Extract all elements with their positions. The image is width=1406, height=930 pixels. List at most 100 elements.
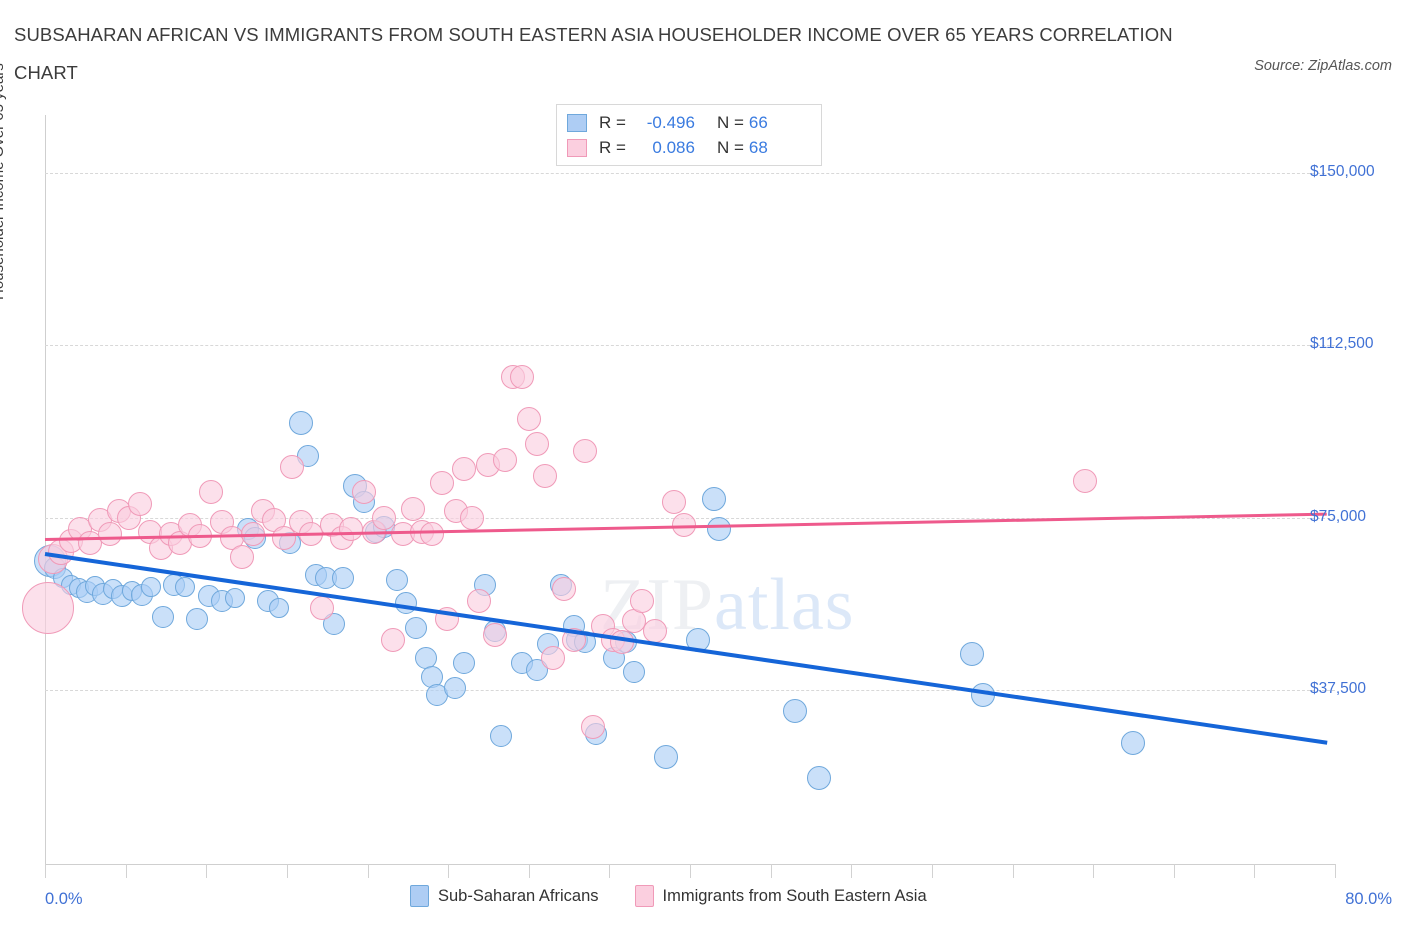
scatter-point[interactable] xyxy=(128,491,153,516)
scatter-point[interactable] xyxy=(352,480,377,505)
scatter-point[interactable] xyxy=(151,605,174,628)
plot-area: ZIPatlas xyxy=(22,115,1335,863)
scatter-point[interactable] xyxy=(573,439,598,464)
x-axis-tick xyxy=(1335,864,1336,878)
scatter-point[interactable] xyxy=(175,576,196,597)
scatter-point[interactable] xyxy=(960,641,985,666)
scatter-point[interactable] xyxy=(279,455,304,480)
y-axis-line xyxy=(45,115,46,865)
scatter-point[interactable] xyxy=(532,464,557,489)
legend-label-blue: Sub-Saharan Africans xyxy=(438,886,599,905)
scatter-point[interactable] xyxy=(510,365,535,390)
scatter-point[interactable] xyxy=(434,607,459,632)
stats-swatch-blue xyxy=(567,113,587,132)
scatter-point[interactable] xyxy=(404,617,427,640)
scatter-point[interactable] xyxy=(671,512,696,537)
scatter-point[interactable] xyxy=(185,608,208,631)
scatter-point[interactable] xyxy=(429,471,454,496)
scatter-point[interactable] xyxy=(225,588,246,609)
scatter-point[interactable] xyxy=(482,623,507,648)
x-axis-tick xyxy=(931,864,933,878)
x-axis-tick xyxy=(1093,864,1095,878)
scatter-point[interactable] xyxy=(782,699,807,724)
scatter-point[interactable] xyxy=(229,544,254,569)
scatter-point[interactable] xyxy=(702,487,727,512)
scatter-point[interactable] xyxy=(443,677,466,700)
trend-line-blue xyxy=(44,552,1328,745)
scatter-point[interactable] xyxy=(524,432,549,457)
stats-r-value-pink: 0.086 xyxy=(652,137,695,157)
scatter-point[interactable] xyxy=(310,595,335,620)
legend-swatch-blue xyxy=(410,885,429,907)
y-axis-title: Householder Income Over 65 years xyxy=(0,63,7,300)
scatter-point[interactable] xyxy=(187,524,212,549)
x-axis-tick xyxy=(125,864,127,878)
scatter-point[interactable] xyxy=(400,496,425,521)
scatter-point[interactable] xyxy=(490,725,513,748)
x-axis-tick xyxy=(770,864,772,878)
gridline xyxy=(45,345,1335,347)
scatter-point[interactable] xyxy=(1073,468,1098,493)
scatter-point[interactable] xyxy=(642,618,667,643)
scatter-point[interactable] xyxy=(453,651,476,674)
legend-label-pink: Immigrants from South Eastern Asia xyxy=(662,886,927,905)
scatter-point[interactable] xyxy=(199,480,224,505)
y-axis-tick-label: $112,500 xyxy=(1310,335,1374,353)
scatter-point[interactable] xyxy=(385,568,408,591)
x-axis-max-label: 80.0% xyxy=(1345,890,1392,908)
stats-n-value-pink: 68 xyxy=(748,137,768,157)
scatter-point[interactable] xyxy=(141,576,162,597)
scatter-point[interactable] xyxy=(653,745,678,770)
x-axis-tick xyxy=(367,864,369,878)
scatter-point[interactable] xyxy=(661,489,686,514)
x-axis-tick xyxy=(1173,864,1175,878)
scatter-point[interactable] xyxy=(371,505,396,530)
scatter-point[interactable] xyxy=(552,577,577,602)
scatter-point[interactable] xyxy=(381,627,406,652)
scatter-point[interactable] xyxy=(629,588,654,613)
x-axis-tick xyxy=(528,864,530,878)
scatter-point[interactable] xyxy=(581,715,606,740)
scatter-point[interactable] xyxy=(420,521,444,546)
source-attribution: Source: ZipAtlas.com xyxy=(1254,58,1392,74)
gridline xyxy=(45,690,1335,692)
scatter-point[interactable] xyxy=(971,682,996,707)
scatter-point[interactable] xyxy=(299,521,324,546)
scatter-point[interactable] xyxy=(339,517,364,542)
x-axis-min-label: 0.0% xyxy=(45,890,83,908)
scatter-point[interactable] xyxy=(289,411,314,436)
scatter-point[interactable] xyxy=(241,521,265,546)
scatter-point[interactable] xyxy=(622,660,645,683)
scatter-point[interactable] xyxy=(492,448,517,473)
stats-row-pink: R = 0.086 N = 68 xyxy=(567,135,811,160)
stats-n-value-blue: 66 xyxy=(748,112,768,132)
scatter-point[interactable] xyxy=(516,406,541,431)
y-axis-tick-label: $37,500 xyxy=(1310,680,1367,698)
scatter-point[interactable] xyxy=(97,521,122,546)
scatter-point[interactable] xyxy=(686,627,711,652)
scatter-point[interactable] xyxy=(621,609,646,634)
scatter-point[interactable] xyxy=(460,505,485,530)
y-axis-tick-label: $75,000 xyxy=(1310,507,1367,525)
scatter-point[interactable] xyxy=(452,457,477,482)
scatter-point[interactable] xyxy=(807,765,831,790)
scatter-point[interactable] xyxy=(466,588,491,613)
legend-item-immigrants-south-eastern-asia[interactable]: Immigrants from South Eastern Asia xyxy=(634,885,927,907)
scatter-point[interactable] xyxy=(22,581,75,634)
legend-item-sub-saharan-africans[interactable]: Sub-Saharan Africans xyxy=(410,885,599,907)
scatter-point[interactable] xyxy=(1121,731,1146,756)
stats-n-label-blue: N = xyxy=(716,112,744,132)
x-axis-tick xyxy=(286,864,288,878)
correlation-stats-box: R = -0.496 N = 66 R = 0.086 N = 68 xyxy=(556,104,822,166)
scatter-point[interactable] xyxy=(540,646,565,671)
scatter-point[interactable] xyxy=(332,566,355,589)
scatter-point[interactable] xyxy=(268,597,289,618)
page-title-line-1: SUBSAHARAN AFRICAN VS IMMIGRANTS FROM SO… xyxy=(14,24,1173,45)
y-axis-tick-label: $150,000 xyxy=(1310,162,1375,180)
stats-r-value-blue: -0.496 xyxy=(646,112,695,132)
scatter-point[interactable] xyxy=(707,517,732,542)
scatter-point[interactable] xyxy=(395,591,418,614)
scatter-point[interactable] xyxy=(610,630,635,655)
scatter-point[interactable] xyxy=(561,627,586,652)
